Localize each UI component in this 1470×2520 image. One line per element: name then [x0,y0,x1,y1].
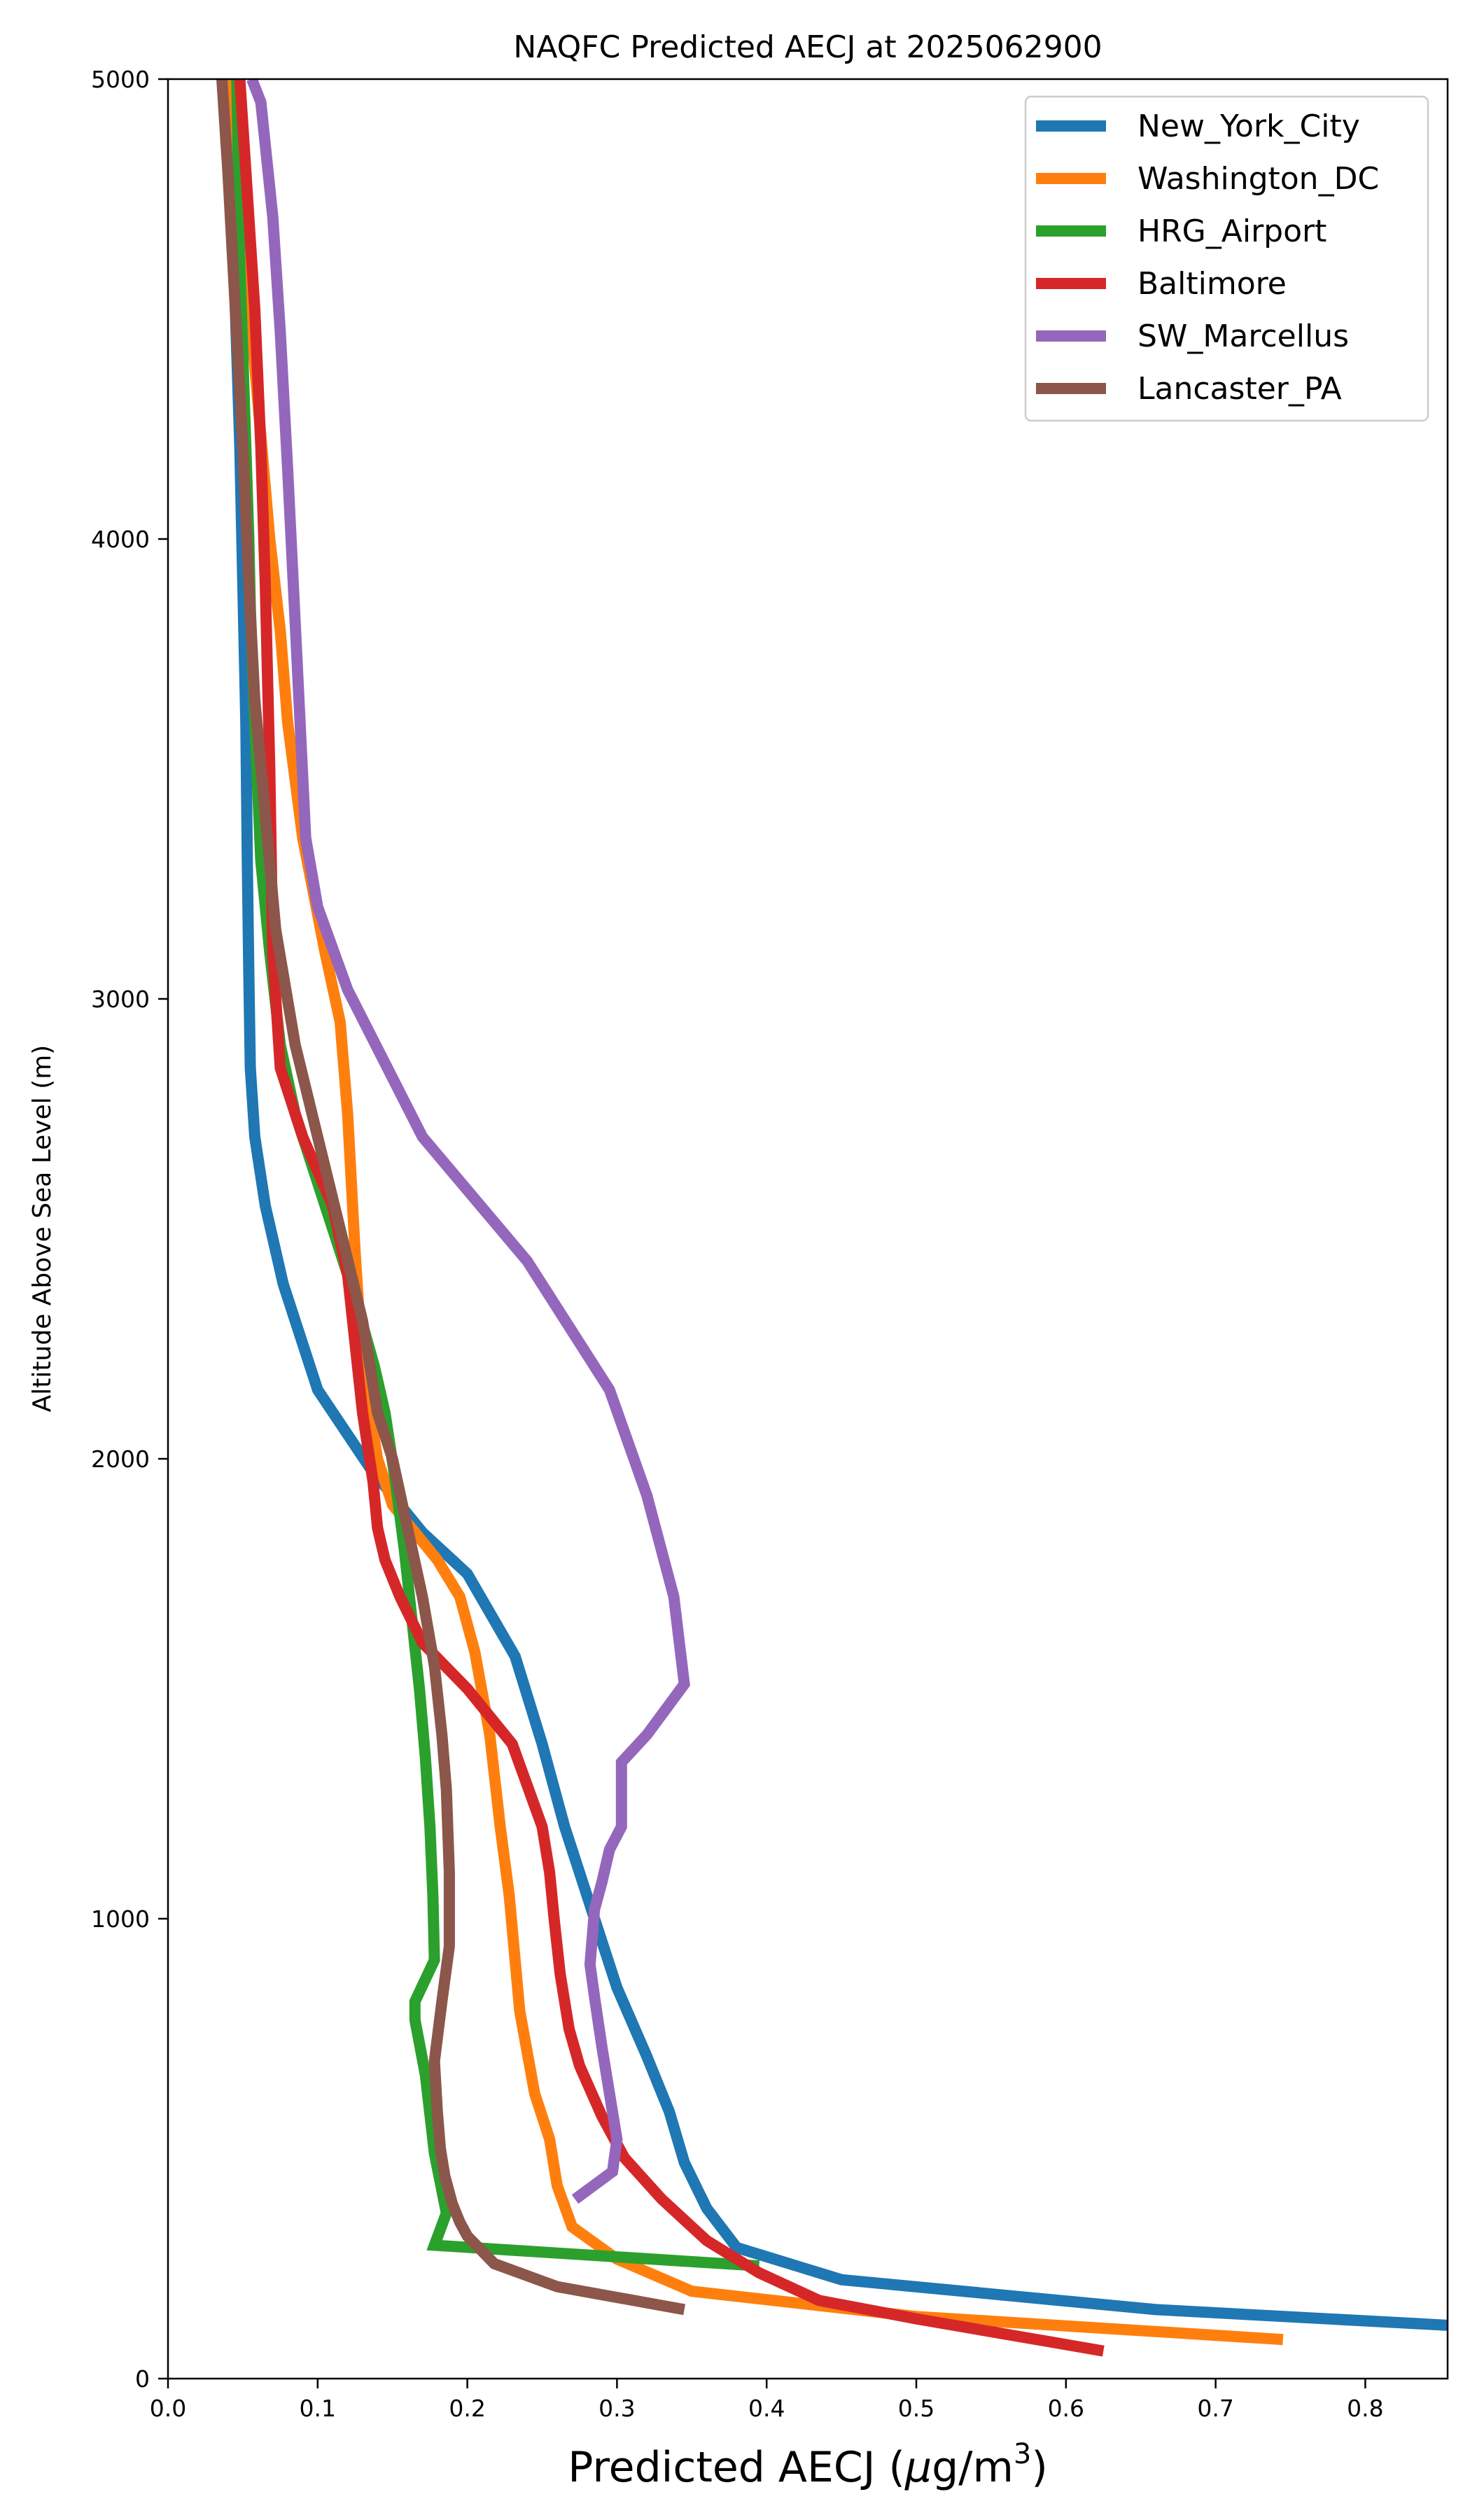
series-line-sw-marcellus [246,79,690,2204]
y-tick-label: 3000 [91,986,150,1013]
x-axis-ticks: 0.0 0.1 0.2 0.3 0.4 0.5 0.6 0.7 0.8 [150,2379,1384,2422]
legend-label-washington-dc: Washington_DC [1138,161,1379,197]
series-line-lancaster-pa [216,79,686,2316]
plot-frame [167,78,1449,2380]
legend: New_York_City Washington_DC HRG_Airport Bal… [1024,95,1429,422]
x-tick-label: 0.6 [1048,2395,1084,2422]
y-axis-ticks: 0 1000 2000 3000 4000 5000 [91,66,168,2393]
legend-label-lancaster-pa: Lancaster_PA [1138,371,1342,407]
x-tick-label: 0.7 [1197,2395,1233,2422]
y-tick-label: 1000 [91,1905,150,1933]
legend-label-new-york-city: New_York_City [1138,108,1360,144]
y-tick-label: 4000 [91,526,150,553]
legend-label-hrg-airport: HRG_Airport [1138,214,1326,249]
x-axis-label-unit: g/m [932,2443,1014,2492]
legend-label-sw-marcellus: SW_Marcellus [1138,318,1349,354]
x-tick-label: 0.3 [598,2395,635,2422]
x-tick-label: 0.8 [1347,2395,1383,2422]
legend-frame [1024,95,1429,422]
y-axis-label: Altitude Above Sea Level (m) [28,1045,57,1413]
y-tick-label: 5000 [91,66,150,93]
y-tick-label: 2000 [91,1446,150,1473]
x-tick-label: 0.2 [449,2395,485,2422]
x-axis-label: Predicted AECJ (μg/m3) [568,2438,1048,2492]
x-axis-label-superscript: 3 [1014,2438,1031,2470]
x-tick-label: 0.1 [300,2395,336,2422]
x-tick-label: 0.4 [748,2395,785,2422]
x-tick-label: 0.0 [150,2395,186,2422]
x-tick-label: 0.5 [898,2395,934,2422]
legend-label-baltimore: Baltimore [1138,266,1287,302]
y-tick-label: 0 [135,2365,150,2393]
x-axis-label-main: Predicted AECJ ( [568,2443,905,2492]
chart-title: NAQFC Predicted AECJ at 2025062900 [513,29,1102,65]
plot-lines [216,79,1448,2357]
series-line-washington-dc [222,79,1284,2346]
x-axis-label-close: ) [1031,2443,1047,2492]
x-axis-label-mu: μ [904,2443,932,2492]
